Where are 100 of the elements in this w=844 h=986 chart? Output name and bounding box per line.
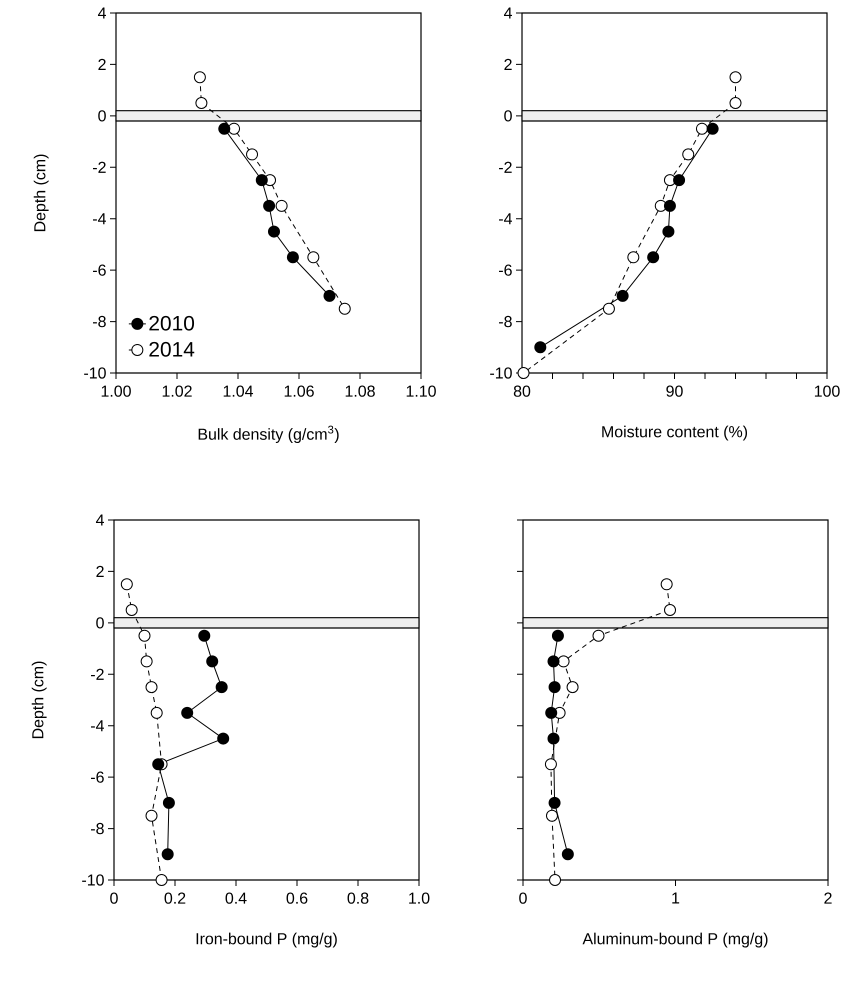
point	[518, 366, 530, 379]
y-tick-label: 4	[98, 8, 106, 18]
point	[216, 681, 228, 694]
point	[548, 732, 560, 745]
y-tick-label: -4	[91, 720, 104, 732]
x-axis-title: Bulk density (g/cm$^{3}$)	[198, 426, 339, 443]
point	[534, 341, 546, 354]
y-axis-title: Depth (cm)	[34, 154, 49, 232]
x-tick-label: 1.04	[224, 386, 254, 397]
x-tick-label: 80	[514, 386, 530, 397]
x-axis-title: Aluminum-bound P (mg/g)	[582, 932, 768, 948]
point	[544, 758, 557, 770]
point	[324, 290, 336, 302]
y-tick-label: -6	[499, 264, 512, 276]
point	[664, 604, 676, 616]
point	[126, 604, 138, 616]
point	[206, 655, 218, 668]
point	[268, 226, 280, 238]
point	[660, 578, 673, 590]
y-tick-label: -4	[499, 213, 512, 224]
x-tick-label: 1.02	[162, 386, 192, 397]
point	[120, 578, 133, 590]
y-tick-label: -6	[91, 772, 104, 783]
point	[592, 630, 604, 642]
y-tick-label: 4	[504, 8, 512, 18]
point	[194, 71, 206, 84]
point	[647, 251, 660, 264]
y-tick-label: -2	[93, 162, 106, 173]
x-tick-label: 0	[110, 892, 118, 904]
y-tick-label: 0	[96, 617, 104, 628]
point	[548, 655, 560, 668]
x-tick-label: 1.00	[102, 386, 131, 397]
point	[546, 810, 558, 822]
y-tick-label: 0	[98, 110, 106, 122]
point	[146, 810, 158, 822]
x-axis-title: Moisture content (%)	[602, 426, 748, 440]
y-tick-label: -6	[93, 264, 106, 276]
point	[156, 874, 168, 886]
y-tick-label: 2	[504, 58, 512, 70]
point	[730, 71, 742, 84]
point	[218, 122, 230, 135]
point	[549, 874, 562, 886]
y-tick-label: -10	[84, 367, 106, 379]
point	[548, 796, 561, 809]
y-tick-label: -8	[91, 822, 104, 834]
point	[276, 200, 288, 212]
x-tick-label: 0.4	[226, 892, 247, 904]
x-tick-label: 0.6	[286, 892, 308, 904]
point	[307, 251, 320, 264]
point	[338, 302, 351, 315]
point	[162, 796, 175, 809]
point	[256, 174, 268, 186]
point	[706, 122, 719, 135]
y-tick-label: -10	[82, 874, 104, 886]
point	[673, 174, 686, 186]
y-tick-label: -2	[499, 162, 512, 173]
point	[662, 226, 674, 238]
x-tick-label: 100	[814, 386, 840, 397]
x-tick-label: 1.10	[406, 386, 436, 397]
point	[146, 681, 158, 694]
legend-label: 2010	[149, 316, 194, 331]
point	[548, 681, 561, 694]
point	[217, 732, 230, 745]
x-tick-label: 0	[519, 892, 527, 904]
x-tick-label: 2	[824, 892, 832, 904]
point	[682, 148, 694, 160]
point	[627, 251, 640, 264]
y-tick-label: -10	[490, 367, 512, 379]
point	[602, 302, 615, 315]
y-tick-label: -2	[91, 668, 104, 680]
point	[552, 630, 564, 642]
legend-label: 2014	[149, 342, 194, 357]
point	[730, 96, 742, 109]
point	[696, 122, 708, 135]
point	[195, 96, 208, 109]
point	[566, 681, 579, 694]
x-tick-label: 90	[666, 386, 683, 397]
y-tick-label: -8	[499, 316, 512, 328]
x-tick-label: 0.2	[164, 892, 186, 904]
y-tick-label: -8	[93, 316, 106, 328]
point	[198, 630, 210, 642]
y-tick-label: 0	[504, 110, 512, 122]
x-tick-label: 1.06	[284, 386, 314, 397]
x-tick-label: 1.0	[409, 892, 430, 904]
y-tick-label: 2	[96, 566, 104, 577]
x-axis-title: Iron-bound P (mg/g)	[196, 932, 337, 948]
point	[263, 200, 276, 212]
point	[616, 290, 629, 302]
y-tick-label: 2	[98, 58, 106, 70]
point	[138, 630, 150, 642]
point	[152, 758, 164, 770]
point	[545, 706, 558, 719]
point	[562, 848, 574, 860]
point	[246, 148, 258, 160]
x-tick-label: 1.08	[346, 386, 375, 397]
point	[664, 200, 676, 212]
x-tick-label: 1	[672, 892, 680, 904]
point	[228, 122, 240, 135]
x-tick-label: 0.8	[348, 892, 368, 904]
point	[150, 706, 163, 719]
